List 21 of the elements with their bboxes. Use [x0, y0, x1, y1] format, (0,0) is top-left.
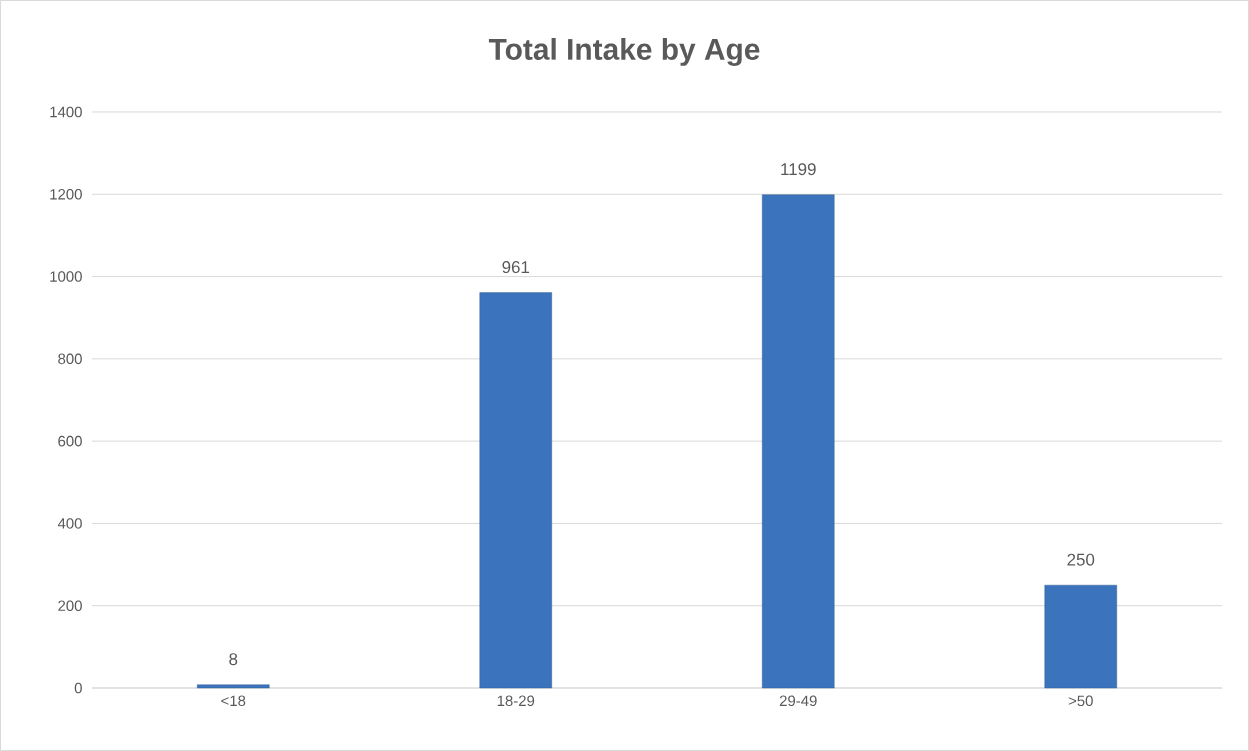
bar — [762, 194, 835, 689]
data-label: 8 — [229, 653, 238, 666]
x-tick-label: >50 — [1068, 695, 1093, 707]
y-tick-label: 1000 — [50, 271, 82, 282]
bar — [479, 292, 552, 689]
x-tick-label: 18-29 — [497, 695, 535, 707]
y-tick-label: 200 — [58, 600, 82, 611]
y-tick-label: 600 — [58, 435, 82, 447]
y-tick-label: 0 — [74, 682, 82, 694]
y-tick-label: 800 — [58, 353, 82, 365]
data-label: 1199 — [781, 163, 816, 176]
x-tick-label: 29-49 — [779, 695, 817, 707]
data-label: 250 — [1067, 553, 1095, 566]
y-tick-label: 1400 — [50, 106, 82, 118]
x-tick-label: <18 — [221, 695, 246, 707]
y-tick-label: 1200 — [50, 188, 82, 200]
bar — [197, 684, 270, 689]
y-tick-label: 400 — [57, 518, 82, 529]
bar — [1044, 584, 1117, 689]
chart-title: Total Intake by Age — [488, 38, 760, 66]
data-label: 961 — [502, 261, 530, 274]
